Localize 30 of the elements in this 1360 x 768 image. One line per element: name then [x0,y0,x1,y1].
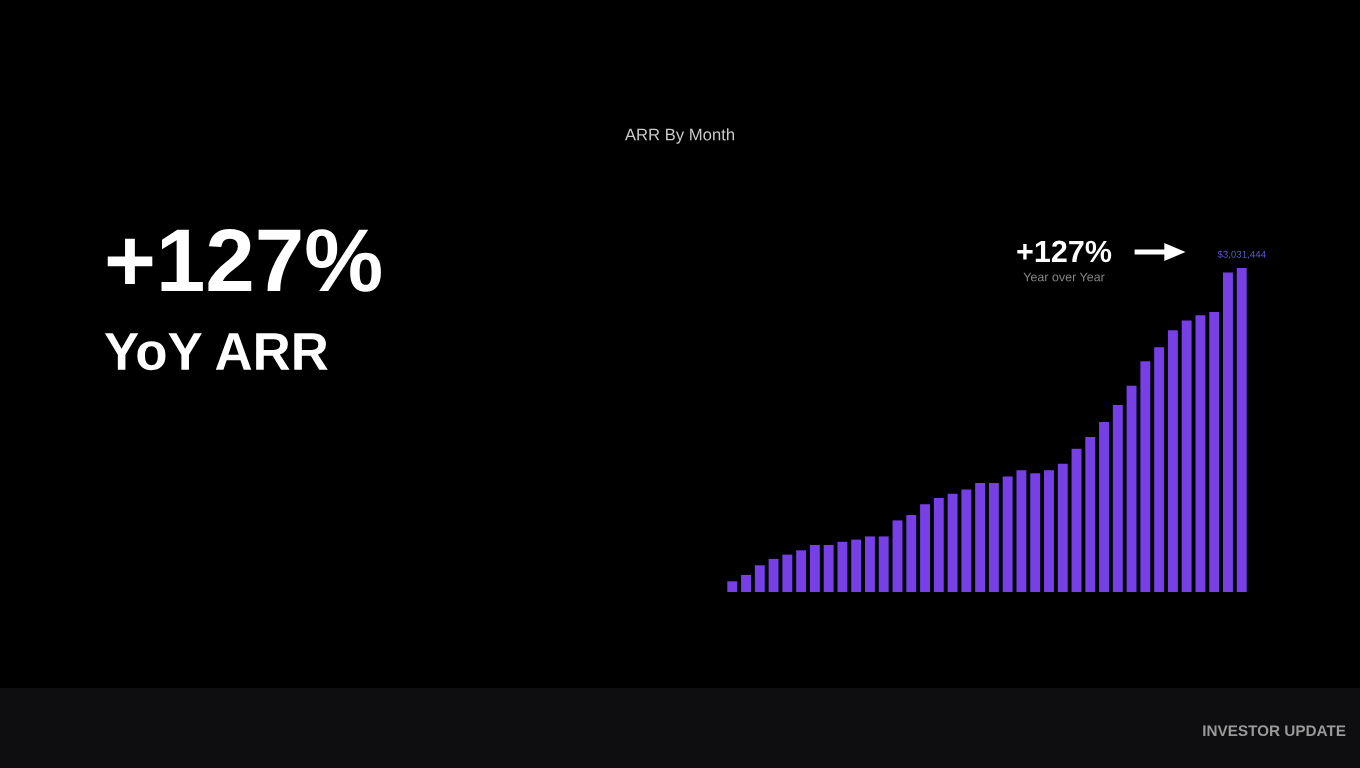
bar [988,482,999,592]
bar [975,482,986,592]
bar [892,520,903,592]
bar [906,515,917,592]
bar [796,550,807,592]
bar [1209,311,1220,592]
bar [851,539,862,592]
bar [1099,422,1109,592]
chart-title: ARR By Month [624,128,735,144]
text: +127% [107,228,381,292]
bar [933,497,944,592]
text: +127% [1017,240,1112,263]
bar [1112,404,1123,592]
bar [741,574,751,592]
bar [878,536,889,592]
bar [1030,473,1041,592]
bar [809,544,820,592]
bar [1223,272,1233,592]
bar [727,581,738,592]
bar [865,536,875,592]
bar [1167,330,1178,592]
bar [1085,437,1096,592]
bar [1057,463,1068,592]
bar [1236,268,1247,592]
bar [1154,347,1165,592]
bar [1044,470,1054,592]
bar [754,565,765,592]
bar [920,504,930,592]
bar [1071,448,1082,592]
text: YoY ARR [104,333,328,371]
